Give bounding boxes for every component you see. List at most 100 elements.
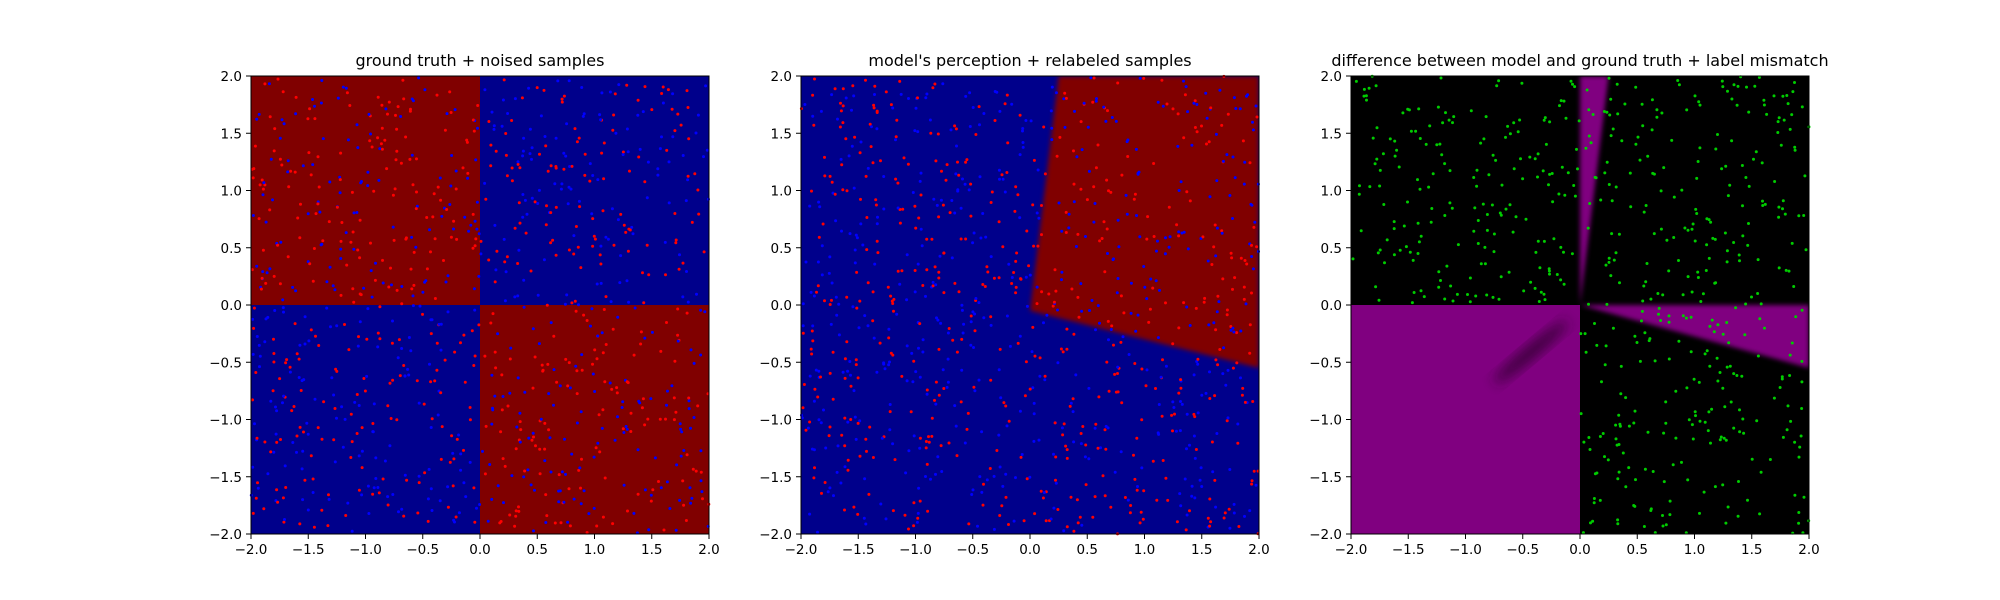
svg-text:1.5: 1.5 <box>221 126 242 142</box>
scatter-point <box>1133 477 1137 481</box>
scatter-point <box>1208 370 1211 374</box>
scatter-point <box>980 490 984 494</box>
scatter-point <box>1469 109 1473 113</box>
scatter-point <box>560 97 564 101</box>
scatter-point <box>1536 175 1539 179</box>
scatter-point <box>1215 310 1219 314</box>
scatter-point <box>1014 476 1017 480</box>
scatter-point <box>1708 364 1712 368</box>
scatter-point <box>502 501 505 505</box>
scatter-point <box>1662 480 1666 484</box>
scatter-point <box>1179 378 1183 382</box>
scatter-point <box>998 109 1002 113</box>
scatter-point <box>1664 523 1668 527</box>
scatter-point <box>450 434 454 438</box>
scatter-point <box>1014 259 1018 263</box>
scatter-point <box>1032 401 1036 405</box>
scatter-point <box>702 155 705 159</box>
scatter-point <box>409 267 413 271</box>
scatter-point <box>1119 340 1123 344</box>
scatter-point <box>1200 124 1203 128</box>
scatter-point <box>261 248 265 252</box>
scatter-point <box>439 348 443 352</box>
scatter-point <box>1800 380 1804 384</box>
scatter-point <box>457 433 461 437</box>
scatter-point <box>1368 185 1372 189</box>
scatter-point <box>1472 229 1476 233</box>
scatter-point <box>510 474 514 478</box>
scatter-point <box>969 314 973 318</box>
scatter-point <box>1695 212 1699 215</box>
scatter-point <box>852 505 856 509</box>
scatter-point <box>887 327 891 331</box>
scatter-point <box>1750 295 1753 299</box>
scatter-point <box>808 512 812 516</box>
scatter-point <box>1447 118 1451 122</box>
scatter-point <box>1241 139 1245 143</box>
scatter-point <box>1158 288 1161 292</box>
scatter-point <box>283 518 286 521</box>
scatter-point <box>853 248 857 252</box>
scatter-point <box>1604 263 1608 267</box>
scatter-point <box>591 372 595 376</box>
scatter-point <box>927 440 931 444</box>
scatter-point <box>535 86 539 90</box>
scatter-point <box>900 374 904 378</box>
scatter-point <box>1607 260 1611 264</box>
scatter-point <box>936 132 940 136</box>
scatter-point <box>592 234 596 238</box>
scatter-point <box>606 237 610 241</box>
scatter-point <box>580 368 584 372</box>
scatter-point <box>854 363 858 367</box>
scatter-point <box>275 440 279 444</box>
scatter-point <box>954 172 958 176</box>
svg-text:1.5: 1.5 <box>1321 126 1342 142</box>
scatter-point <box>1757 75 1761 79</box>
scatter-point <box>1175 223 1179 227</box>
scatter-point <box>545 303 549 307</box>
scatter-point <box>960 303 964 307</box>
scatter-point <box>516 294 520 298</box>
scatter-point <box>374 456 378 460</box>
scatter-point <box>691 467 695 471</box>
scatter-point <box>681 154 685 157</box>
scatter-point <box>649 493 653 497</box>
scatter-point <box>971 310 975 314</box>
scatter-point <box>804 428 808 432</box>
scatter-point <box>467 229 471 233</box>
scatter-point <box>924 440 928 443</box>
scatter-point <box>504 132 508 135</box>
scatter-point <box>1428 124 1432 128</box>
scatter-point <box>913 129 917 133</box>
scatter-point <box>971 241 975 245</box>
scatter-point <box>1205 116 1209 120</box>
scatter-point <box>969 343 973 347</box>
scatter-point <box>1163 252 1167 256</box>
scatter-point <box>268 208 272 212</box>
scatter-point <box>1624 396 1628 400</box>
scatter-point <box>1498 211 1502 215</box>
y-tick: 1.5 <box>771 126 801 142</box>
scatter-point <box>872 336 876 340</box>
scatter-point <box>1054 478 1057 482</box>
scatter-point <box>1611 127 1615 131</box>
scatter-point <box>1068 404 1072 408</box>
scatter-point <box>1614 437 1618 441</box>
scatter-point <box>314 212 318 216</box>
scatter-point <box>297 376 301 379</box>
scatter-point <box>1670 138 1674 142</box>
scatter-point <box>1140 367 1144 371</box>
scatter-point <box>339 239 343 243</box>
scatter-point <box>653 456 657 460</box>
scatter-point <box>831 191 835 195</box>
scatter-point <box>978 475 982 479</box>
scatter-point <box>896 206 900 210</box>
scatter-point <box>1060 426 1064 430</box>
scatter-point <box>1741 204 1744 208</box>
scatter-point <box>850 108 853 112</box>
scatter-point <box>1239 329 1243 333</box>
scatter-point <box>1069 495 1073 499</box>
scatter-point <box>276 77 280 81</box>
scatter-point <box>1650 128 1654 132</box>
scatter-point <box>1595 471 1599 475</box>
